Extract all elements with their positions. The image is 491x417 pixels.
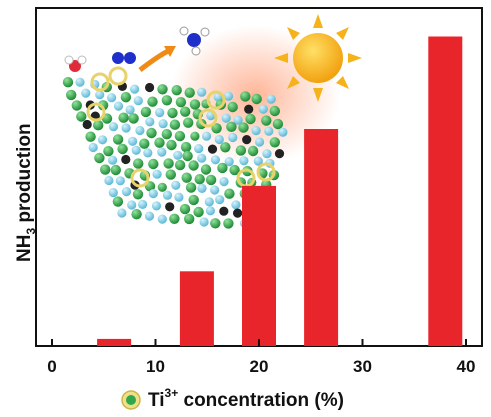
x-tick-label-4: 40 bbox=[457, 357, 476, 376]
x-axis: 0 10 20 30 40 bbox=[47, 339, 475, 376]
arrow-icon bbox=[138, 46, 176, 72]
bar-4 bbox=[428, 36, 463, 346]
bars-group bbox=[97, 36, 463, 346]
water-molecule-icon bbox=[64, 55, 87, 72]
bar-3 bbox=[304, 129, 339, 346]
x-tick-label-3: 30 bbox=[353, 357, 372, 376]
sun-icon bbox=[274, 14, 362, 102]
bar-0 bbox=[97, 338, 132, 346]
x-axis-title-group: Ti3+ concentration (%) bbox=[121, 386, 344, 411]
x-tick-label-2: 20 bbox=[250, 357, 269, 376]
nitrogen-molecule-icon bbox=[112, 52, 136, 64]
y-axis-title: NH3 production bbox=[14, 123, 38, 262]
x-tick-label-1: 10 bbox=[146, 357, 165, 376]
bar-1 bbox=[179, 271, 214, 346]
ammonia-molecule-icon bbox=[179, 26, 210, 56]
bar-2 bbox=[242, 185, 276, 346]
x-axis-title: Ti3+ concentration (%) bbox=[148, 386, 344, 411]
x-tick-label-0: 0 bbox=[47, 357, 56, 376]
ti-ion-icon bbox=[121, 390, 141, 410]
